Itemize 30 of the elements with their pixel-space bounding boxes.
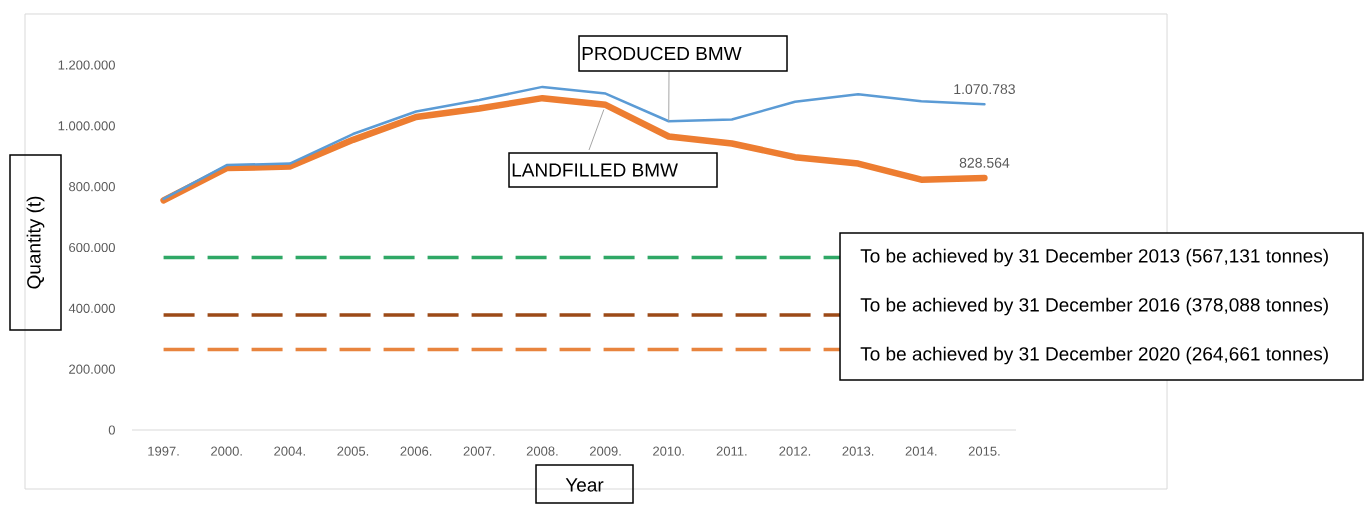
x-tick-label: 2008. [526, 446, 558, 456]
x-tick-label: 2010. [653, 446, 684, 456]
data-label: 828.564 [959, 157, 1010, 168]
y-tick-label: 1.000.000 [58, 121, 115, 131]
x-axis-title: Year [565, 478, 604, 492]
y-tick-label: 600.000 [69, 242, 115, 253]
ref-line-label: To be achieved by 31 December 2013 (567,131 tonnes) [860, 248, 1328, 267]
x-tick-label: 2007. [463, 446, 495, 456]
x-tick-label: 2006. [400, 446, 432, 456]
ref-line-label: To be achieved by 31 December 2016 (378,088 tonnes) [860, 297, 1328, 316]
y-tick-label: 1.200.000 [58, 60, 115, 70]
x-tick-label: 2004. [274, 446, 305, 456]
series-label: LANDFILLED BMW [512, 163, 678, 177]
y-tick-label: 800.000 [69, 182, 115, 192]
y-axis-title: Quantity (t) [26, 196, 45, 289]
x-tick-label: 2009. [589, 446, 621, 456]
x-tick-label: 2015. [968, 446, 1000, 456]
x-tick-label: 2014. [905, 446, 937, 456]
y-tick-label: 200.000 [69, 364, 115, 374]
x-tick-label: 2012. [779, 446, 811, 456]
x-tick-label: 2013. [842, 446, 874, 456]
y-tick-label: 400.000 [68, 303, 115, 313]
x-tick-label: 2000. [211, 446, 242, 456]
ref-line-label: To be achieved by 31 December 2020 (264,661 tonnes) [860, 346, 1328, 365]
x-tick-label: 2005. [337, 446, 369, 456]
x-tick-label: 2011. [716, 446, 747, 456]
series-label: PRODUCED BMW [582, 46, 742, 61]
data-label: 1.070.783 [954, 84, 1015, 95]
y-tick-label: 0 [108, 425, 115, 435]
x-tick-label: 1997. [148, 446, 179, 456]
